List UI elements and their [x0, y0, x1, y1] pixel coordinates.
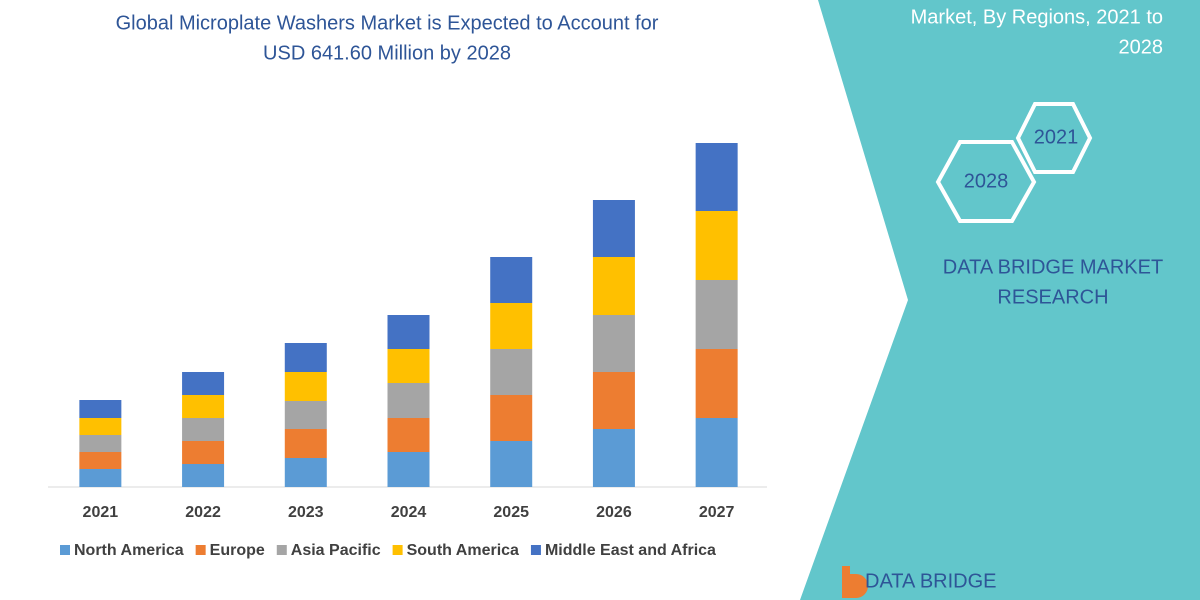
bar-segment: [490, 257, 533, 303]
legend-swatch: [530, 545, 541, 555]
legend-swatch: [392, 545, 403, 555]
chart-title: Global Microplate Washers Market is Expe…: [116, 12, 659, 34]
hexagon-label: 2021: [1034, 126, 1079, 148]
legend-label: South America: [407, 542, 519, 559]
x-tick-label: 2021: [83, 504, 119, 521]
legend-label: Middle East and Africa: [545, 542, 716, 559]
bar-segment: [490, 349, 533, 395]
bar-segment: [284, 429, 327, 458]
hexagon: [935, 140, 1037, 223]
x-tick-label: 2022: [185, 504, 221, 521]
side-panel-bg: [800, 0, 1200, 600]
bar-segment: [79, 400, 122, 418]
bar-segment: [387, 418, 430, 452]
bar-segment: [695, 280, 738, 349]
bar-segment: [490, 303, 533, 349]
chart-title: USD 641.60 Million by 2028: [263, 42, 511, 64]
bar-segment: [284, 401, 327, 429]
hexagon-label: 2028: [964, 170, 1009, 192]
bar-segment: [79, 435, 122, 452]
x-tick-label: 2026: [596, 504, 632, 521]
brand-text: DATA BRIDGE MARKET: [943, 256, 1163, 278]
legend-label: Europe: [210, 542, 265, 559]
bar-segment: [490, 441, 533, 487]
legend-swatch: [276, 545, 287, 555]
bar-segment: [284, 372, 327, 401]
bar-segment: [79, 452, 122, 469]
bar-segment: [284, 343, 327, 372]
bar-segment: [592, 257, 635, 315]
bar-segment: [592, 200, 635, 257]
bar-segment: [695, 418, 738, 487]
hexagon: [1015, 102, 1093, 174]
bar-segment: [695, 211, 738, 280]
bar-segment: [79, 469, 122, 487]
side-heading: Market, By Regions, 2021 to: [911, 6, 1163, 28]
bar-segment: [284, 458, 327, 487]
bar-segment: [490, 395, 533, 441]
bar-segment: [592, 372, 635, 429]
legend-label: North America: [74, 542, 184, 559]
legend-swatch: [60, 545, 70, 555]
bar-segment: [387, 383, 430, 418]
x-tick-label: 2027: [699, 504, 735, 521]
brand-text: RESEARCH: [997, 286, 1108, 308]
bar-segment: [592, 429, 635, 487]
bar-segment: [182, 372, 225, 395]
bar-segment: [387, 315, 430, 349]
bar-segment: [695, 349, 738, 418]
bar-segment: [182, 441, 225, 464]
bar-segment: [387, 349, 430, 383]
side-heading: 2028: [1119, 36, 1164, 58]
x-tick-label: 2025: [493, 504, 529, 521]
x-tick-label: 2024: [391, 504, 427, 521]
bar-segment: [182, 418, 225, 441]
x-tick-label: 2023: [288, 504, 324, 521]
legend-label: Asia Pacific: [291, 542, 381, 559]
bar-segment: [182, 395, 225, 418]
logo-text: DATA BRIDGE: [865, 570, 997, 592]
bar-segment: [387, 452, 430, 487]
bar-segment: [79, 418, 122, 435]
bar-segment: [695, 143, 738, 211]
legend-swatch: [195, 545, 206, 555]
logo-icon: [842, 566, 868, 598]
bar-segment: [182, 464, 225, 487]
bar-segment: [592, 315, 635, 372]
